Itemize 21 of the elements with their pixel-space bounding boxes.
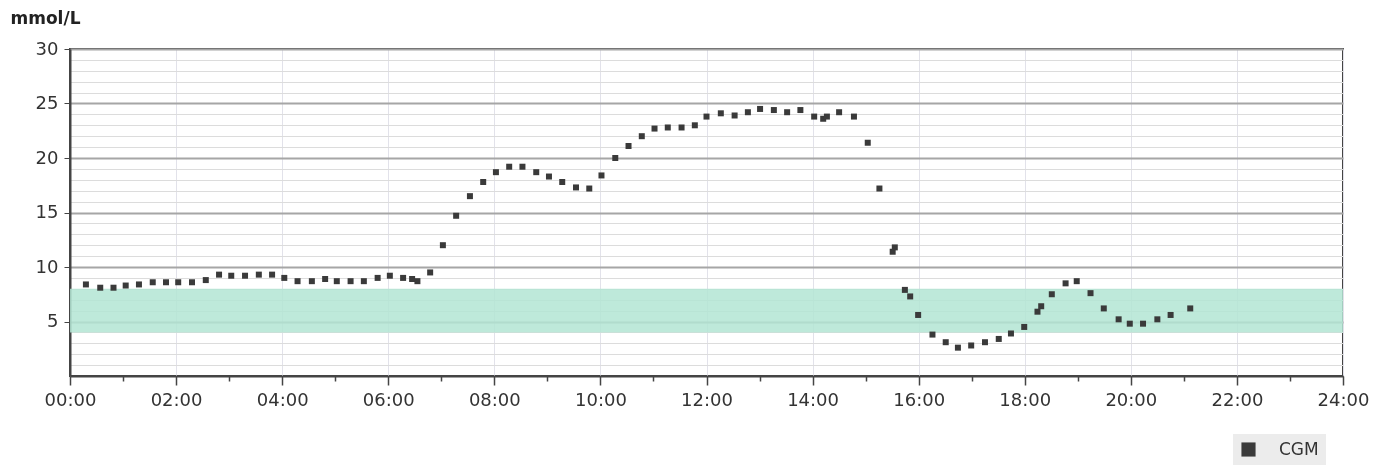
y-tick-label: 20 — [35, 146, 59, 168]
legend-label: CGM — [1279, 438, 1319, 459]
x-tick-label: 08:00 — [468, 388, 521, 410]
x-tick-label: 18:00 — [999, 388, 1052, 410]
x-tick-label: 16:00 — [893, 388, 946, 410]
x-tick-label: 20:00 — [1105, 388, 1158, 410]
y-tick-label: 5 — [47, 310, 59, 331]
y-tick-label: 10 — [35, 255, 59, 277]
x-tick-label: 02:00 — [150, 388, 203, 410]
y-tick-label: 30 — [35, 37, 59, 59]
y-tick-label: 25 — [35, 92, 59, 113]
y-axis-title: mmol/L — [10, 7, 81, 28]
x-tick-label: 00:00 — [44, 388, 97, 410]
x-tick-label: 12:00 — [681, 388, 733, 410]
x-tick-label: 24:00 — [1317, 388, 1370, 410]
x-tick-label: 22:00 — [1211, 388, 1264, 410]
x-tick-label: 04:00 — [256, 388, 309, 410]
x-tick-label: 06:00 — [362, 388, 415, 410]
x-tick-label: 14:00 — [787, 388, 840, 410]
x-tick-label: 10:00 — [574, 388, 627, 410]
y-tick-label: 15 — [35, 201, 59, 222]
